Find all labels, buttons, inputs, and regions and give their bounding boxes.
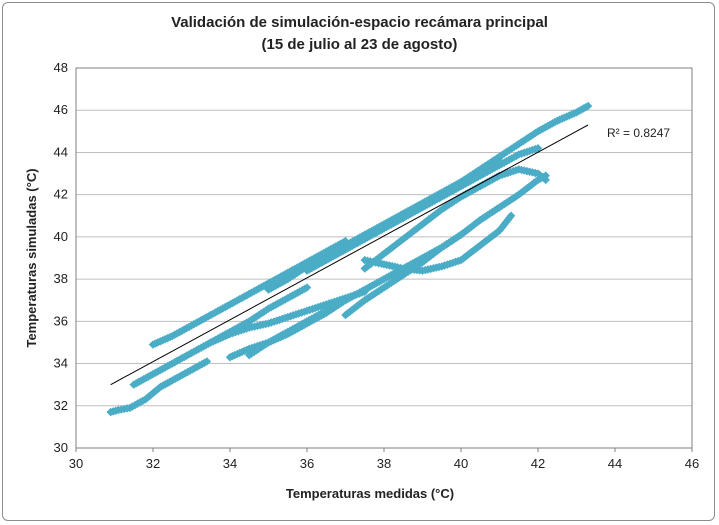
trendline <box>110 124 589 386</box>
x-tick-32: 32 <box>146 456 160 471</box>
x-axis-label: Temperaturas medidas (°C) <box>286 486 454 501</box>
data-point <box>302 283 312 292</box>
x-tick-34: 34 <box>223 456 237 471</box>
data-point <box>360 287 369 297</box>
y-tick-30: 30 <box>54 440 68 455</box>
data-point <box>341 295 350 305</box>
y-tick-42: 42 <box>54 187 68 202</box>
y-tick-40: 40 <box>54 229 68 244</box>
y-tick-44: 44 <box>54 144 68 159</box>
y-tick-46: 46 <box>54 102 68 117</box>
x-tick-30: 30 <box>69 456 83 471</box>
x-tick-labels: 30 32 34 36 38 40 42 44 46 <box>69 448 699 471</box>
y-axis-label: Temperaturas simuladas (°C) <box>24 168 39 347</box>
y-tick-labels: 30 32 34 36 38 40 42 44 46 48 <box>54 60 68 455</box>
y-tick-38: 38 <box>54 271 68 286</box>
gridlines <box>76 67 692 407</box>
y-tick-34: 34 <box>54 356 68 371</box>
x-tick-42: 42 <box>531 456 545 471</box>
x-tick-40: 40 <box>454 456 468 471</box>
y-tick-36: 36 <box>54 313 68 328</box>
y-tick-32: 32 <box>54 398 68 413</box>
data-point <box>202 357 212 366</box>
x-tick-44: 44 <box>608 456 622 471</box>
x-tick-38: 38 <box>377 456 391 471</box>
x-tick-36: 36 <box>300 456 314 471</box>
data-points <box>106 101 593 417</box>
y-tick-48: 48 <box>54 60 68 75</box>
chart-subtitle: (15 de julio al 23 de agosto) <box>261 36 458 53</box>
chart-title: Validación de simulación-espacio recámar… <box>171 14 548 31</box>
x-tick-46: 46 <box>685 456 699 471</box>
r-squared-label: R² = 0.8247 <box>607 126 670 140</box>
